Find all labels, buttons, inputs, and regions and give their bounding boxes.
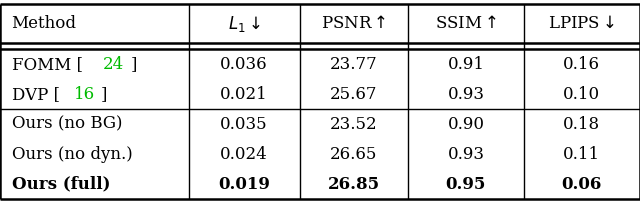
Text: Method: Method [12,15,77,32]
Text: 0.91: 0.91 [447,56,484,73]
Text: 0.16: 0.16 [563,56,600,73]
Text: 23.77: 23.77 [330,56,378,73]
Text: Ours (no BG): Ours (no BG) [12,116,122,133]
Text: Ours (full): Ours (full) [12,176,110,193]
Text: 26.85: 26.85 [328,176,380,193]
Text: ]: ] [131,56,137,73]
Text: 0.93: 0.93 [447,86,484,103]
Text: 0.11: 0.11 [563,146,600,163]
Text: 0.021: 0.021 [220,86,268,103]
Text: ]: ] [100,86,107,103]
Text: 0.10: 0.10 [563,86,600,103]
Text: 23.52: 23.52 [330,116,378,133]
Text: 0.18: 0.18 [563,116,600,133]
Text: 0.035: 0.035 [220,116,268,133]
Text: 24: 24 [103,56,124,73]
Text: 0.019: 0.019 [218,176,270,193]
Text: 0.036: 0.036 [220,56,268,73]
Text: 25.67: 25.67 [330,86,378,103]
Text: LPIPS$\downarrow$: LPIPS$\downarrow$ [548,15,615,32]
Text: SSIM$\uparrow$: SSIM$\uparrow$ [435,15,497,32]
Text: 26.65: 26.65 [330,146,378,163]
Text: 0.93: 0.93 [447,146,484,163]
Text: 0.90: 0.90 [447,116,484,133]
Text: PSNR$\uparrow$: PSNR$\uparrow$ [321,15,387,32]
Text: 0.95: 0.95 [445,176,486,193]
Text: Ours (no dyn.): Ours (no dyn.) [12,146,132,163]
Text: 0.06: 0.06 [561,176,602,193]
Text: DVP [: DVP [ [12,86,60,103]
Text: 0.024: 0.024 [220,146,268,163]
Text: 16: 16 [74,86,95,103]
Text: FOMM [: FOMM [ [12,56,83,73]
Text: $L_1\downarrow$: $L_1\downarrow$ [228,14,260,34]
